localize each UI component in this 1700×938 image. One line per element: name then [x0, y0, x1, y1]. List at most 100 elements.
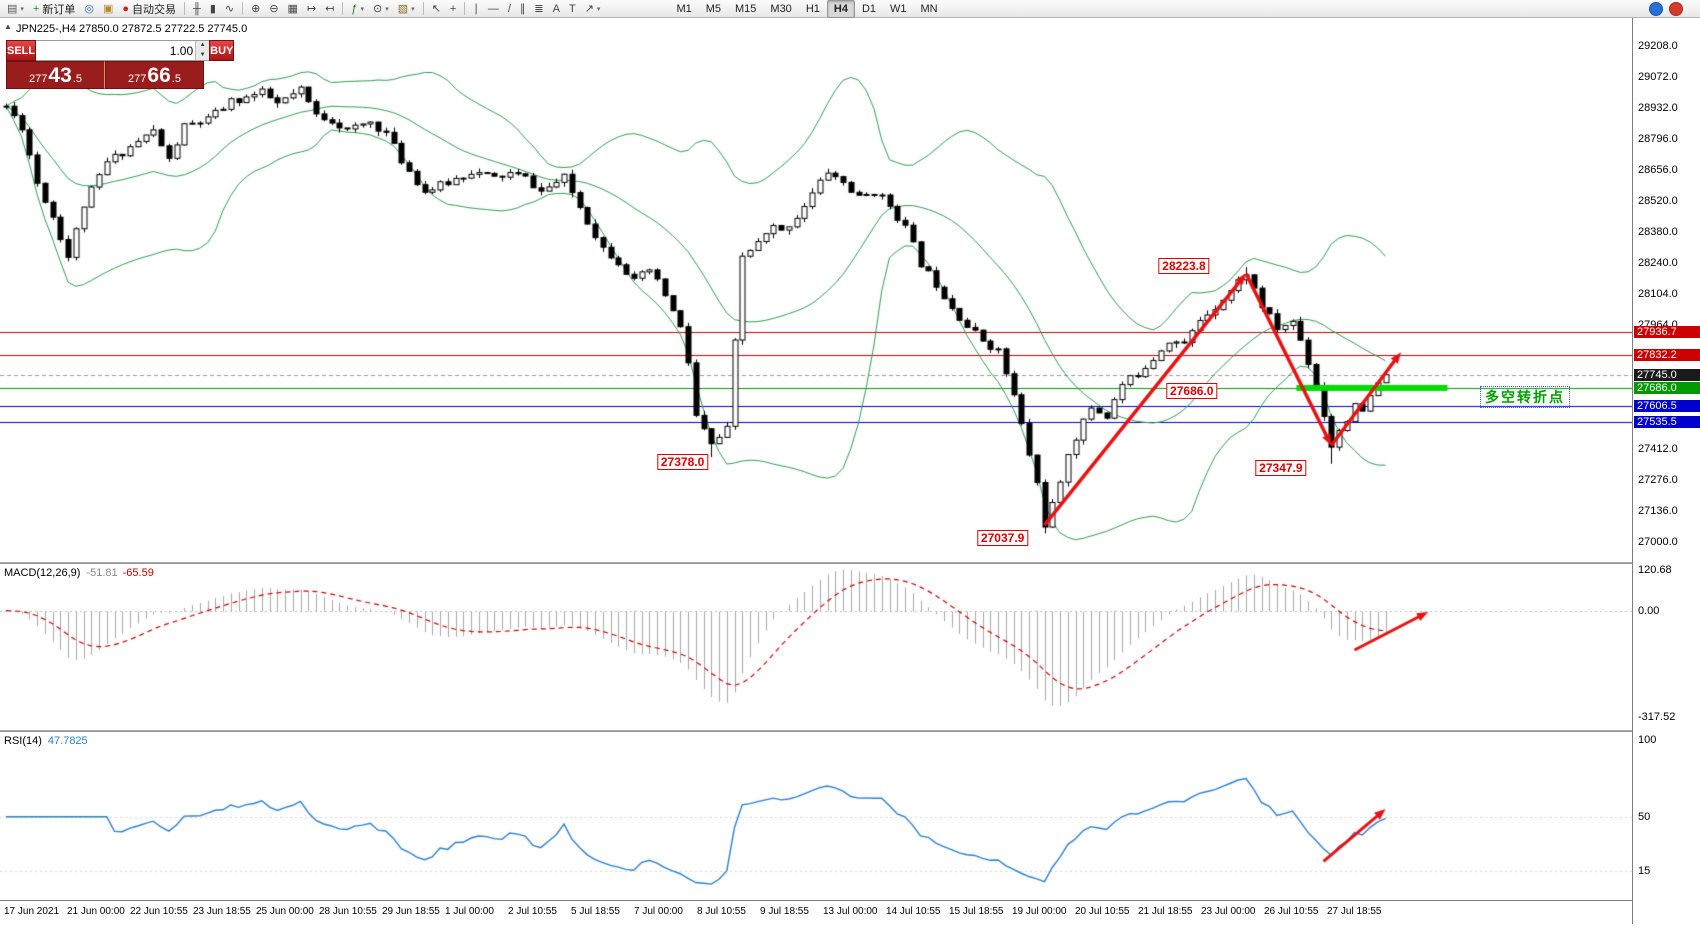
volume-down-button[interactable]: ▼ — [196, 50, 210, 60]
timeframe-h4-button[interactable]: H4 — [826, 0, 855, 18]
trendline-icon: / — [507, 2, 511, 15]
timeframe-mn-button[interactable]: MN — [920, 2, 938, 15]
macd-axis-label: -317.52 — [1638, 710, 1676, 723]
macd-label: MACD(12,26,9) -51.81 -65.59 — [4, 567, 154, 579]
new-chart-icon: ▤ — [7, 2, 18, 15]
mql5-wizard-icon: ◎ — [84, 2, 94, 15]
macd-main-value: -51.81 — [86, 567, 118, 579]
auto-trading-button[interactable]: ● 自动交易 — [118, 0, 180, 18]
timeframe-m30-button[interactable]: M30 — [770, 2, 792, 15]
symbol-ohlc-info: JPN225-,H4 27850.0 27872.5 27722.5 27745… — [16, 23, 248, 35]
vertical-line-button[interactable]: ∣ — [469, 0, 483, 18]
price-tick-label: 28240.0 — [1638, 257, 1678, 270]
turning-point-text[interactable]: 多空转折点 — [1480, 386, 1570, 409]
price-axis[interactable]: 29208.0 29072.0 28932.0 28796.0 28656.0 28520… — [1632, 18, 1700, 924]
zoom-out-button[interactable]: ⊖ — [265, 0, 282, 18]
line-chart-button[interactable]: ∿ — [221, 0, 238, 18]
price-annotation[interactable]: 27347.9 — [1255, 459, 1307, 476]
sell-price-prefix: 277 — [29, 73, 48, 85]
dropdown-caret-icon: ▾ — [385, 5, 389, 13]
time-tick-label: 1 Jul 00:00 — [445, 906, 494, 917]
rsi-name: RSI(14) — [4, 735, 42, 747]
fibonacci-button[interactable]: ≣ — [530, 0, 547, 18]
price-annotation[interactable]: 28223.8 — [1158, 257, 1210, 274]
toolbar-right-icons — [1649, 1, 1683, 16]
macd-panel-splitter[interactable] — [0, 562, 1700, 564]
main-chart-canvas[interactable] — [0, 18, 1632, 562]
sell-button[interactable]: SELL — [6, 40, 37, 61]
timeframe-d1-button[interactable]: D1 — [861, 2, 876, 15]
price-tick-label: 27276.0 — [1638, 474, 1678, 487]
timeframe-m5-button[interactable]: M5 — [705, 2, 721, 15]
candlestick-chart-icon: ▮ — [209, 2, 216, 15]
arrows-button[interactable]: ↗ ▾ — [581, 0, 605, 18]
data-folder-button[interactable]: ▣ — [99, 0, 117, 18]
rsi-panel-canvas[interactable] — [0, 732, 1632, 900]
new-chart-button[interactable]: ▤ ▾ — [3, 0, 28, 18]
level-price-badge: 27686.0 — [1634, 381, 1700, 394]
volume-up-button[interactable]: ▲ — [196, 41, 210, 51]
price-annotation[interactable]: 27037.9 — [976, 529, 1029, 546]
trendline-button[interactable]: / — [504, 0, 515, 18]
indicators-button[interactable]: ƒ ▾ — [347, 0, 368, 18]
cursor-button[interactable]: ↖ — [428, 0, 445, 18]
level-price-badge: 27606.5 — [1634, 399, 1700, 412]
price-tick-label: 28932.0 — [1638, 102, 1678, 115]
time-tick-label: 28 Jun 10:55 — [319, 906, 377, 917]
timeframe-w1-button[interactable]: W1 — [890, 2, 907, 15]
line-chart-icon: ∿ — [224, 2, 235, 15]
rsi-panel-splitter[interactable] — [0, 730, 1700, 732]
rsi-label: RSI(14) 47.7825 — [4, 735, 88, 747]
buy-price-button[interactable]: 277 66 .5 — [105, 61, 204, 89]
timeframe-group: M1 M5 M15 M30 H1 H4 D1 W1 MN — [669, 0, 944, 18]
price-tick-label: 27412.0 — [1638, 443, 1678, 456]
time-tick-label: 21 Jun 00:00 — [67, 906, 125, 917]
buy-button[interactable]: BUY — [209, 40, 235, 61]
zoom-in-button[interactable]: ⊕ — [247, 0, 264, 18]
zoom-in-icon: ⊕ — [251, 2, 261, 15]
mql5-wizard-button[interactable]: ◎ — [80, 0, 98, 18]
time-tick-label: 25 Jun 00:00 — [256, 906, 314, 917]
timeframe-h1-button[interactable]: H1 — [805, 2, 820, 15]
periods-button[interactable]: ⊙ ▾ — [369, 0, 393, 18]
text-label-button[interactable]: T — [565, 0, 580, 18]
auto-scroll-icon: ↦ — [306, 2, 317, 15]
fibonacci-icon: ≣ — [534, 2, 544, 15]
price-annotation[interactable]: 27378.0 — [656, 454, 709, 471]
time-tick-label: 21 Jul 18:55 — [1138, 906, 1193, 917]
sell-price-button[interactable]: 277 43 .5 — [6, 61, 105, 89]
templates-icon: ▧ — [397, 2, 409, 15]
macd-axis-label: 120.68 — [1638, 564, 1672, 577]
tile-windows-button[interactable]: ▦ — [284, 0, 302, 18]
horizontal-line-button[interactable]: — — [484, 0, 503, 18]
equidistant-channel-button[interactable]: ∥ — [516, 0, 530, 18]
tile-windows-icon: ▦ — [287, 2, 298, 15]
candlestick-chart-button[interactable]: ▮ — [206, 0, 220, 18]
text-button[interactable]: A — [549, 0, 564, 18]
templates-button[interactable]: ▧ ▾ — [394, 0, 419, 18]
one-click-collapse-icon[interactable]: ▲ — [4, 22, 12, 31]
time-tick-label: 23 Jun 18:55 — [193, 906, 251, 917]
new-order-button[interactable]: + 新订单 — [29, 0, 79, 18]
time-axis[interactable]: 17 Jun 2021 21 Jun 00:00 22 Jun 10:55 23 Ju… — [0, 900, 1632, 925]
price-annotation[interactable]: 27686.0 — [1166, 383, 1218, 400]
auto-scroll-button[interactable]: ↦ — [303, 0, 320, 18]
macd-signal-value: -65.59 — [122, 567, 154, 579]
text-label-icon: T — [568, 2, 576, 15]
price-tick-label: 28104.0 — [1638, 288, 1678, 301]
periods-icon: ⊙ — [373, 2, 383, 15]
volume-input[interactable] — [36, 41, 196, 60]
timeframe-m1-button[interactable]: M1 — [676, 2, 692, 15]
zoom-out-icon: ⊖ — [269, 2, 279, 15]
timeframe-m15-button[interactable]: M15 — [735, 2, 757, 15]
level-price-badge: 27832.2 — [1634, 349, 1700, 362]
chart-shift-button[interactable]: ↤ — [321, 0, 338, 18]
notifications-icon[interactable] — [1669, 1, 1683, 16]
rsi-axis-label: 100 — [1638, 733, 1657, 746]
community-icon[interactable] — [1649, 1, 1663, 16]
time-tick-label: 20 Jul 10:55 — [1075, 906, 1130, 917]
bar-chart-button[interactable]: ╫ — [189, 0, 205, 18]
macd-panel-canvas[interactable] — [0, 564, 1632, 730]
crosshair-button[interactable]: + — [446, 0, 460, 18]
